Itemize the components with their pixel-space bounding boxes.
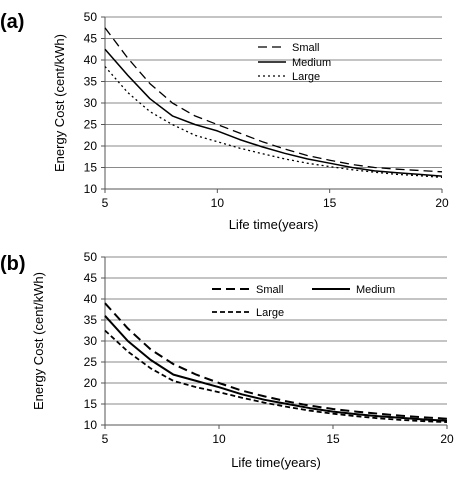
panel-label: (a) [0, 11, 24, 33]
legend-label-large: Large [292, 71, 320, 83]
x-tick-label: 5 [102, 196, 109, 210]
x-tick-label: 5 [102, 432, 109, 446]
y-tick-label: 10 [84, 182, 98, 196]
y-tick-label: 25 [84, 118, 98, 132]
x-tick-label: 15 [326, 432, 340, 446]
x-axis-title: Life time(years) [229, 217, 319, 232]
series-line-large [104, 329, 448, 423]
panel-label: (b) [0, 253, 26, 275]
y-tick-label: 50 [84, 10, 98, 24]
y-tick-label: 20 [84, 376, 98, 390]
legend-label-small: Small [292, 42, 320, 54]
y-tick-label: 20 [84, 139, 98, 153]
y-tick-label: 15 [84, 161, 98, 175]
y-tick-label: 25 [84, 355, 98, 369]
y-tick-label: 15 [84, 397, 98, 411]
y-tick-label: 40 [84, 53, 98, 67]
y-axis-title: Energy Cost (cent/kWh) [52, 34, 67, 172]
legend-label-medium: Medium [356, 284, 395, 296]
x-tick-label: 15 [323, 196, 337, 210]
y-tick-label: 10 [84, 418, 98, 432]
x-tick-label: 10 [212, 432, 226, 446]
legend-label-medium: Medium [292, 57, 331, 69]
series-line-small [104, 27, 443, 173]
y-tick-label: 35 [84, 75, 98, 89]
legend: Small Medium Large [212, 284, 395, 319]
x-axis-title: Life time(years) [231, 455, 321, 470]
chart-panel-b: (b) 10 15 20 25 30 35 40 45 50 5 10 15 20 Life time(ye… [0, 250, 454, 470]
series-line-small [104, 302, 448, 420]
y-tick-label: 30 [84, 96, 98, 110]
x-tick-label: 20 [435, 196, 449, 210]
y-tick-label: 40 [84, 292, 98, 306]
y-tick-label: 45 [84, 32, 98, 46]
y-axis-title: Energy Cost (cent/kWh) [31, 272, 46, 410]
chart-panel-a: (a) 10 15 20 25 30 35 40 45 50 5 10 15 20 Life time(ye… [0, 10, 449, 232]
x-tick-label: 20 [440, 432, 454, 446]
y-tick-label: 50 [84, 250, 98, 264]
y-tick-label: 35 [84, 313, 98, 327]
series-line-medium [104, 315, 448, 422]
legend-label-small: Small [256, 284, 284, 296]
legend-label-large: Large [256, 307, 284, 319]
series-line-large [104, 66, 443, 179]
y-tick-label: 30 [84, 334, 98, 348]
series-line-medium [104, 48, 443, 177]
x-tick-label: 10 [211, 196, 225, 210]
legend: Small Medium Large [258, 42, 331, 83]
y-tick-label: 45 [84, 271, 98, 285]
